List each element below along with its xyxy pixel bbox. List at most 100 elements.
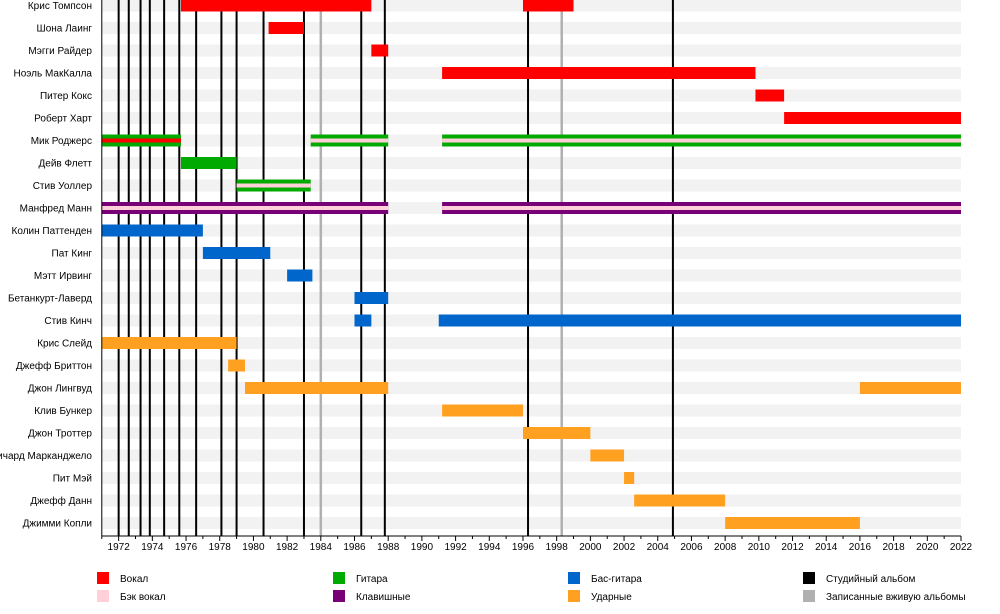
legend-label: Студийный альбом	[826, 573, 916, 585]
member-name: Джефф Бриттон	[16, 360, 92, 372]
bar-bass	[101, 224, 203, 237]
legend-swatch-studio_album	[803, 572, 815, 584]
x-tick-label: 1982	[276, 542, 299, 553]
member-name: Клив Бункер	[34, 406, 92, 417]
row-stripe	[101, 179, 962, 192]
member-name: Пат Кинг	[52, 249, 93, 260]
legend-swatch-keyboards	[333, 590, 345, 602]
bar-bass	[287, 269, 313, 282]
bar-inner-backing_vocals	[310, 138, 389, 143]
x-tick-label: 2008	[714, 542, 737, 553]
row-stripe	[101, 112, 962, 124]
member-name: Колин Паттенден	[12, 226, 92, 237]
bar-vocals	[268, 22, 304, 34]
bar-guitar	[180, 157, 237, 169]
row-stripe	[101, 494, 962, 507]
bar-drums	[859, 382, 961, 394]
x-tick-label: 1994	[478, 542, 501, 553]
member-name: Роберт Харт	[34, 113, 92, 125]
bar-inner-backing_vocals	[101, 206, 389, 210]
bar-vocals	[755, 89, 785, 102]
member-name: Шона Лаинг	[37, 24, 93, 35]
row-stripe	[101, 22, 962, 34]
x-tick-label: 2002	[613, 542, 636, 553]
bar-drums	[624, 472, 635, 484]
x-tick-label: 2014	[815, 542, 838, 553]
x-tick-label: 2016	[849, 542, 872, 553]
member-name: Мэтт Ирвинг	[34, 271, 92, 282]
row-stripe	[101, 157, 962, 169]
legend-swatch-guitar	[333, 572, 345, 584]
member-name: Крис Слейд	[37, 339, 92, 350]
legend-label: Гитара	[356, 574, 388, 585]
x-tick-label: 2004	[647, 542, 670, 553]
member-name: Ричард Марканджело	[0, 451, 92, 462]
x-tick-label: 1974	[141, 542, 164, 553]
legend-swatch-bass	[568, 572, 580, 584]
bar-drums	[634, 494, 726, 507]
bar-drums	[590, 449, 625, 462]
legend-label: Бэк вокал	[120, 592, 166, 603]
row-stripe	[101, 89, 962, 102]
member-name: Джефф Данн	[30, 495, 92, 507]
x-tick-label: 1980	[242, 542, 265, 553]
row-stripe	[101, 449, 962, 462]
legend-label: Вокал	[120, 574, 148, 585]
bar-drums	[522, 427, 591, 439]
x-tick-label: 2006	[680, 542, 703, 553]
member-name: Пит Мэй	[53, 474, 92, 485]
legend-label: Записанные вживую альбомы	[826, 591, 966, 603]
x-tick-label: 2018	[882, 542, 905, 553]
row-stripe	[101, 292, 962, 304]
row-stripe	[101, 472, 962, 484]
x-tick-label: 1978	[209, 542, 232, 553]
bar-vocals	[442, 67, 756, 79]
bar-vocals	[522, 0, 574, 12]
row-stripe	[101, 382, 962, 394]
member-name: Дейв Флетт	[38, 159, 92, 170]
member-name: Джон Троттер	[28, 429, 92, 440]
row-stripe	[101, 247, 962, 259]
x-tick-label: 2020	[916, 542, 939, 553]
x-tick-label: 1984	[310, 542, 333, 553]
bar-bass	[438, 314, 961, 327]
bar-vocals	[371, 44, 389, 57]
row-stripe	[101, 224, 962, 237]
legend-swatch-backing_vocals	[97, 590, 109, 602]
bar-inner-backing_vocals	[442, 206, 961, 210]
x-tick-label: 1992	[444, 542, 467, 553]
member-name: Ноэль МакКалла	[14, 69, 93, 80]
x-tick-label: 1976	[175, 542, 198, 553]
x-tick-label: 1972	[108, 542, 131, 553]
bar-drums	[725, 517, 860, 529]
row-stripe	[101, 44, 962, 57]
x-tick-label: 1996	[512, 542, 535, 553]
x-tick-label: 1990	[411, 542, 434, 553]
member-name: Стив Кинч	[44, 316, 92, 327]
member-name: Мик Роджерс	[31, 136, 92, 147]
member-name: Стив Уоллер	[33, 181, 93, 192]
legend-label: Бас-гитара	[591, 574, 642, 585]
bar-drums	[101, 337, 237, 349]
x-tick-label: 1998	[546, 542, 569, 553]
bar-vocals	[180, 0, 372, 12]
bar-drums	[245, 382, 389, 394]
legend-swatch-live_album	[803, 590, 815, 602]
legend-label: Ударные	[591, 592, 632, 603]
bar-drums	[442, 404, 523, 417]
member-name: Бетанкурт-Лаверд	[8, 294, 92, 305]
bar-bass	[354, 314, 372, 327]
bar-vocals	[784, 112, 961, 124]
member-name: Манфред Манн	[20, 203, 92, 215]
bar-inner-backing_vocals	[236, 183, 311, 188]
legend-swatch-drums	[568, 590, 580, 602]
bar-bass	[354, 292, 389, 304]
row-stripe	[101, 404, 962, 417]
bar-inner-backing_vocals	[442, 138, 961, 143]
member-name: Питер Кокс	[40, 91, 92, 102]
row-stripe	[101, 337, 962, 349]
x-tick-label: 2022	[950, 542, 973, 553]
x-tick-label: 1988	[377, 542, 400, 553]
member-name: Мэгги Райдер	[28, 46, 92, 57]
